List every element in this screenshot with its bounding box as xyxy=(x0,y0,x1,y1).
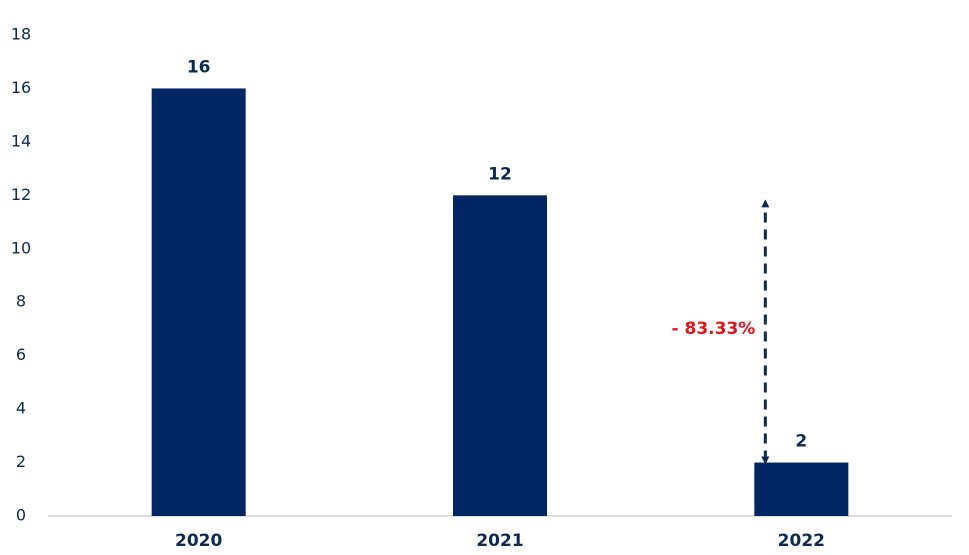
x-tick-label: 2022 xyxy=(778,531,825,551)
y-tick-label: 10 xyxy=(11,238,31,257)
change-annotation: - 83.33% xyxy=(672,319,756,339)
y-tick-label: 12 xyxy=(11,185,31,204)
y-tick-label: 18 xyxy=(11,25,31,44)
y-tick-label: 14 xyxy=(11,131,31,150)
value-label: 16 xyxy=(187,57,211,77)
y-tick-label: 4 xyxy=(16,399,26,418)
y-tick-label: 2 xyxy=(16,452,26,471)
x-tick-label: 2020 xyxy=(175,531,222,551)
value-label: 2 xyxy=(795,432,807,452)
value-label: 12 xyxy=(488,164,512,184)
y-tick-label: 16 xyxy=(11,78,31,97)
x-tick-label: 2021 xyxy=(476,531,523,551)
bar xyxy=(151,88,246,516)
bar xyxy=(754,462,849,516)
y-tick-label: 0 xyxy=(16,506,26,525)
y-tick-label: 8 xyxy=(16,292,26,311)
y-tick-label: 6 xyxy=(16,345,26,364)
bar xyxy=(452,195,548,517)
